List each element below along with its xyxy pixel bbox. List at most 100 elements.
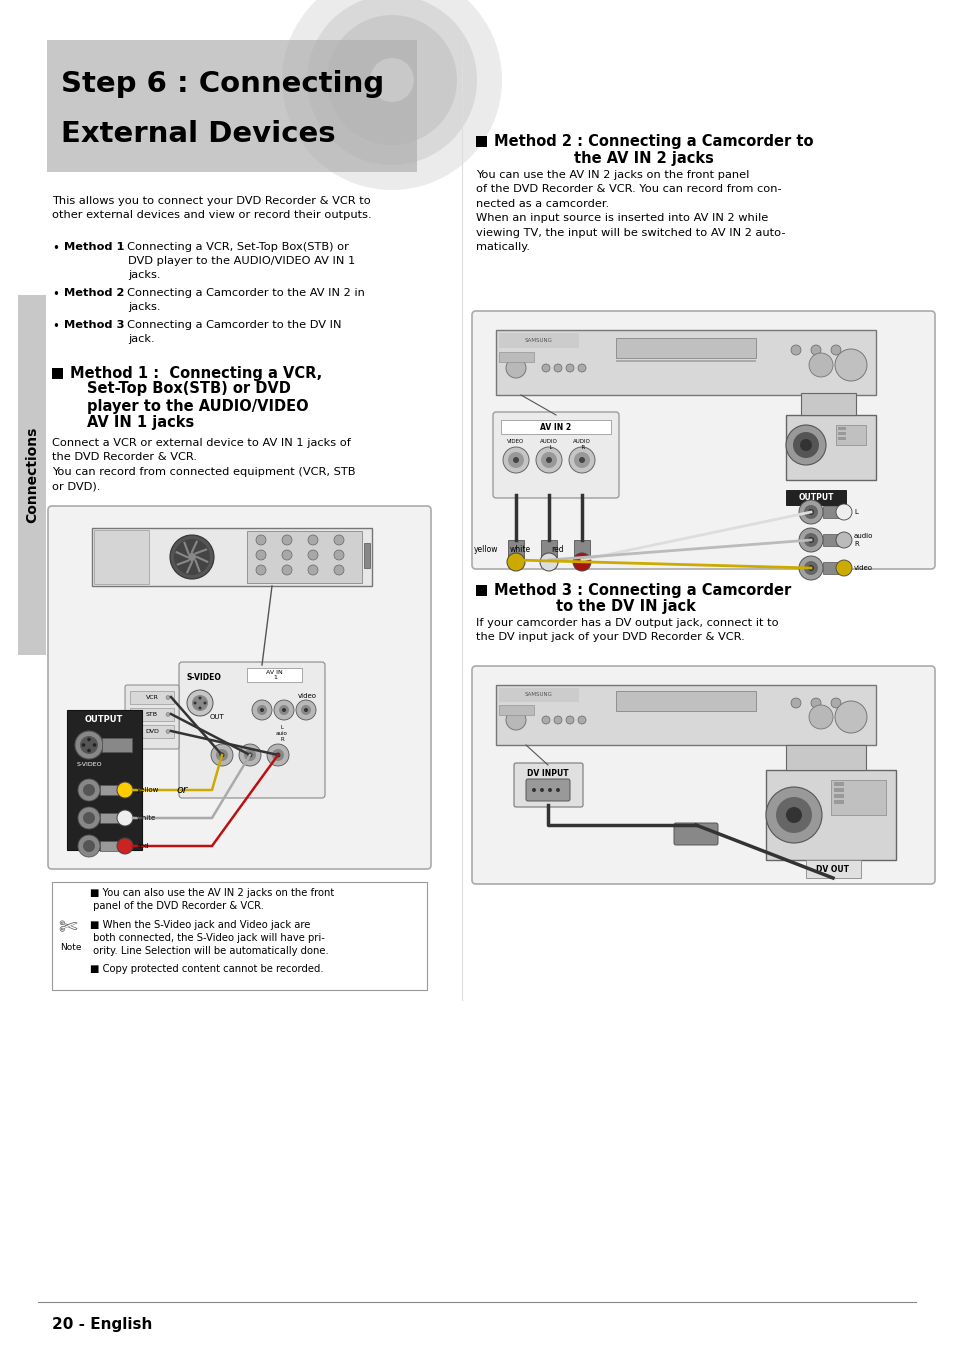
Bar [574,540,589,560]
Text: video: video [297,693,316,699]
Circle shape [211,745,233,766]
Bar [52,368,63,379]
Circle shape [799,500,822,523]
Bar [100,785,125,795]
Circle shape [282,550,292,560]
Circle shape [252,700,272,720]
Circle shape [256,706,267,715]
Bar [247,532,361,583]
Circle shape [835,532,851,548]
Circle shape [215,749,228,761]
Text: Method 1 :  Connecting a VCR,: Method 1 : Connecting a VCR, [70,366,322,380]
Circle shape [835,505,851,519]
Text: audio
R: audio R [853,533,872,546]
Circle shape [307,0,476,165]
Circle shape [282,708,286,712]
Text: Method 2: Method 2 [64,287,124,298]
Text: •: • [52,287,59,301]
Circle shape [785,425,825,465]
Bar [833,800,843,804]
Circle shape [502,447,529,473]
Bar [616,691,755,711]
FancyBboxPatch shape [525,778,569,801]
Text: ✄: ✄ [58,919,76,938]
Bar [496,685,875,745]
Text: : Connecting a VCR, Set-Top Box(STB) or: : Connecting a VCR, Set-Top Box(STB) or [116,241,349,252]
Circle shape [267,745,289,766]
Bar [498,706,534,715]
Bar [765,770,895,861]
Circle shape [830,697,841,708]
Circle shape [87,749,91,753]
Circle shape [193,701,196,704]
Text: DV INPUT: DV INPUT [527,769,568,777]
Text: L
auio
R: L auio R [275,724,288,742]
Bar [507,540,523,560]
Text: white: white [137,815,156,822]
Circle shape [578,364,585,372]
Bar [18,295,46,656]
Circle shape [835,560,851,576]
Bar [130,691,173,704]
Text: player to the AUDIO/VIDEO: player to the AUDIO/VIDEO [87,398,309,414]
Bar [476,136,486,147]
Circle shape [765,786,821,843]
Bar [837,428,845,430]
Circle shape [170,536,213,579]
Circle shape [78,807,100,830]
Circle shape [532,788,536,792]
Circle shape [807,537,813,544]
Circle shape [573,553,590,571]
Circle shape [370,58,414,103]
Bar [822,563,842,575]
Text: the AV IN 2 jacks: the AV IN 2 jacks [574,151,713,166]
Circle shape [87,738,91,742]
Text: Method 3 : Connecting a Camcorder: Method 3 : Connecting a Camcorder [494,583,790,598]
Text: video: video [853,565,872,571]
Circle shape [166,696,170,700]
Circle shape [540,452,557,468]
Text: ■ You can also use the AV IN 2 jacks on the front
 panel of the DVD Recorder & V: ■ You can also use the AV IN 2 jacks on … [90,888,334,911]
Text: DVD: DVD [145,728,159,734]
Bar [500,420,610,434]
Circle shape [83,840,95,853]
Circle shape [219,753,224,758]
Text: SAMSUNG: SAMSUNG [524,337,553,343]
Text: ■ Copy protected content cannot be recorded.: ■ Copy protected content cannot be recor… [90,965,323,974]
Text: AUDIO
  R: AUDIO R [573,438,590,449]
Bar [498,688,578,701]
Circle shape [568,447,595,473]
Text: AV IN
  1: AV IN 1 [265,669,282,680]
FancyBboxPatch shape [472,312,934,569]
Circle shape [80,737,98,754]
Circle shape [117,838,132,854]
Circle shape [808,706,832,728]
Circle shape [799,527,822,552]
Circle shape [198,707,201,710]
Text: •: • [52,320,59,333]
Text: AV IN 2: AV IN 2 [539,422,571,432]
Text: Note: Note [60,943,81,952]
Text: Connect a VCR or external device to AV IN 1 jacks of
the DVD Recorder & VCR.
You: Connect a VCR or external device to AV I… [52,438,355,491]
Text: DV OUT: DV OUT [816,865,848,874]
Bar [801,393,855,415]
Circle shape [117,782,132,799]
Circle shape [807,509,813,515]
Circle shape [334,565,344,575]
Circle shape [536,447,561,473]
Text: ■ When the S-Video jack and Video jack are
 both connected, the S-Video jack wil: ■ When the S-Video jack and Video jack a… [90,920,329,956]
Circle shape [810,697,821,708]
Circle shape [166,712,170,716]
Circle shape [78,778,100,801]
FancyBboxPatch shape [179,662,325,799]
Circle shape [792,432,818,459]
Text: STB: STB [146,712,158,718]
Text: External Devices: External Devices [61,120,335,148]
Bar [364,544,370,568]
Bar [616,360,755,362]
Circle shape [187,689,213,716]
FancyBboxPatch shape [125,685,179,749]
Text: : Connecting a Camcorder to the AV IN 2 in: : Connecting a Camcorder to the AV IN 2 … [116,287,364,298]
Circle shape [578,457,584,463]
Circle shape [578,716,585,724]
